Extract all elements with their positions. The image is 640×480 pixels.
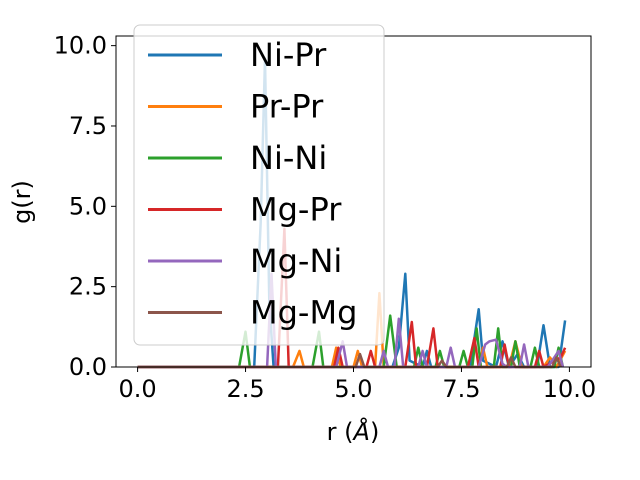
x-axis-ticks: 0.0 2.5 5.0 7.5 10.0 [119,367,596,403]
x-axis-label: r (Å) [327,417,380,446]
legend-label-1: Pr-Pr [250,88,324,126]
x-axis-label-unit: Å [352,417,370,446]
x-tick-label-2: 5.0 [334,375,372,403]
legend-label-5: Mg-Mg [250,294,357,332]
legend-label-4: Mg-Ni [250,242,342,280]
y-tick-label-0: 0.0 [69,353,107,381]
x-tick-label-1: 2.5 [226,375,264,403]
x-axis-label-close: ) [370,418,379,446]
y-tick-label-4: 10.0 [54,32,107,60]
x-tick-label-3: 7.5 [442,375,480,403]
legend-label-3: Mg-Pr [250,191,342,229]
y-tick-label-1: 2.5 [69,273,107,301]
y-axis-ticks: 0.0 2.5 5.0 7.5 10.0 [54,32,116,381]
y-axis-label: g(r) [8,180,36,224]
legend-items: Ni-Pr Pr-Pr Ni-Ni Mg-Pr Mg-Ni Mg-Mg [148,36,357,332]
legend-label-2: Ni-Ni [250,139,327,177]
x-tick-label-0: 0.0 [119,375,157,403]
y-tick-label-3: 7.5 [69,112,107,140]
legend: Ni-Pr Pr-Pr Ni-Ni Mg-Pr Mg-Ni Mg-Mg [133,24,385,346]
x-tick-label-4: 10.0 [543,375,596,403]
x-axis-label-main: r ( [327,418,354,446]
y-tick-label-2: 5.0 [69,192,107,220]
legend-label-0: Ni-Pr [250,36,327,74]
